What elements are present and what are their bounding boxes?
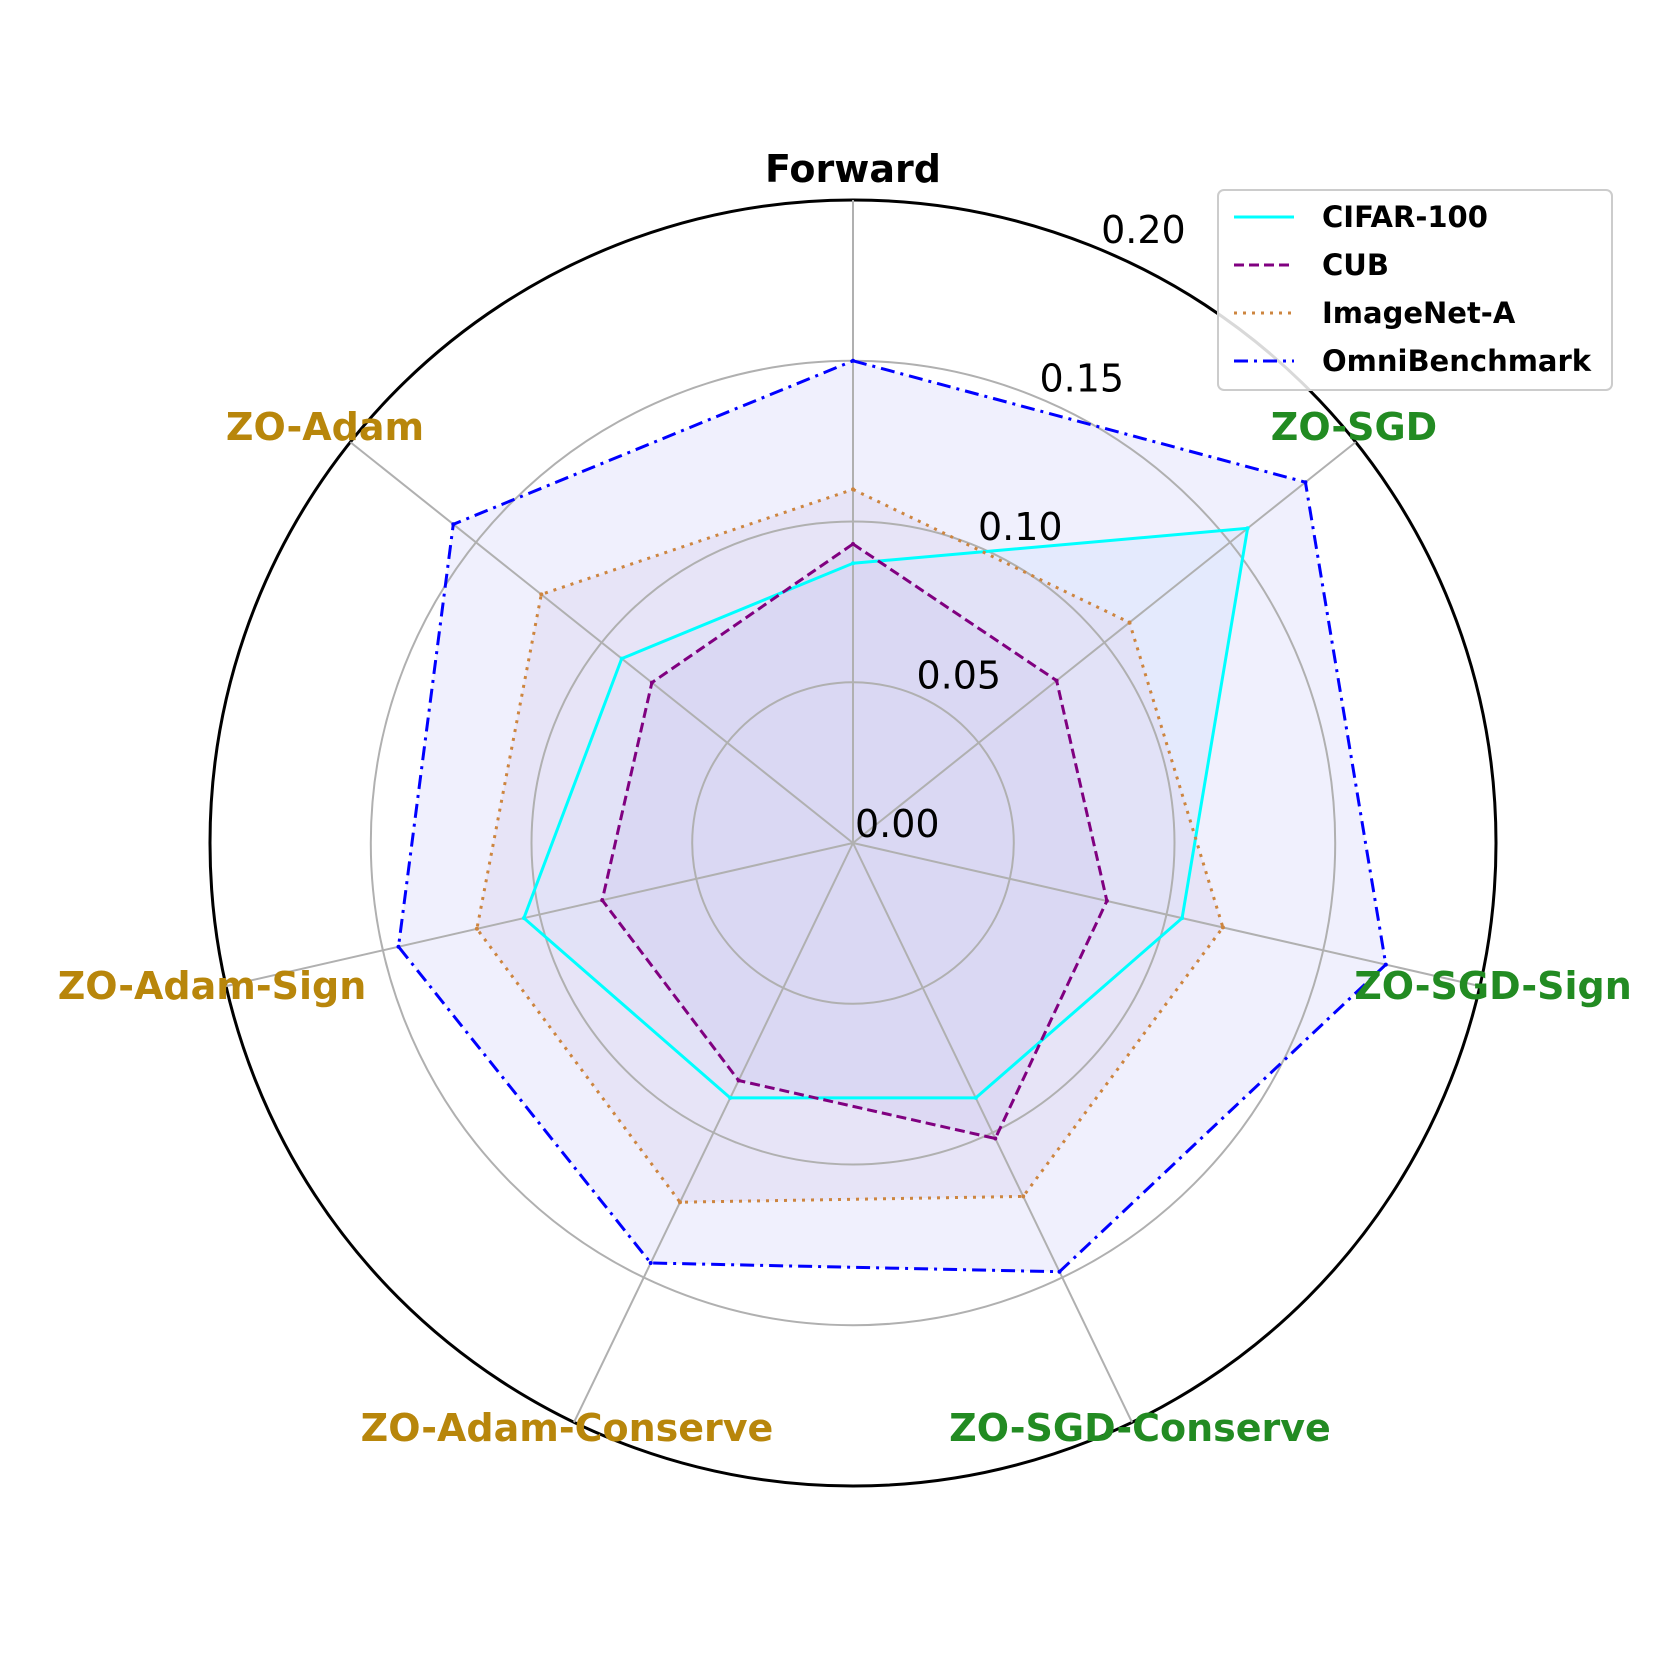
series-1-point-1 bbox=[1054, 678, 1059, 683]
series-2-point-1 bbox=[1127, 620, 1132, 625]
spoke-4 bbox=[573, 842, 854, 1423]
series-0-point-1 bbox=[1245, 526, 1250, 531]
legend-label-1: CUB bbox=[1322, 248, 1389, 282]
rtick-label-0: 0.00 bbox=[855, 802, 940, 846]
series-0-point-5 bbox=[521, 916, 526, 921]
series-1-point-0 bbox=[851, 542, 855, 546]
spoke-6 bbox=[349, 441, 854, 844]
series-1-point-4 bbox=[736, 1078, 741, 1083]
axis-label-3: ZO-SGD-Conserve bbox=[949, 1406, 1331, 1450]
series-0-point-3 bbox=[973, 1095, 978, 1100]
axis-label-1: ZO-SGD bbox=[1271, 405, 1437, 449]
series-3-point-5 bbox=[396, 944, 401, 949]
series-lines bbox=[396, 358, 1388, 1274]
series-1-point-6 bbox=[649, 680, 654, 685]
series-2-point-5 bbox=[474, 926, 479, 931]
series-3-point-1 bbox=[1303, 480, 1308, 485]
series-3-point-3 bbox=[1057, 1269, 1062, 1274]
series-0-point-0 bbox=[851, 561, 855, 566]
series-3-point-0 bbox=[851, 358, 855, 363]
series-3-point-6 bbox=[451, 522, 456, 527]
series-fills bbox=[398, 360, 1386, 1272]
series-2-point-3 bbox=[1021, 1194, 1026, 1199]
rtick-label-3: 0.15 bbox=[1040, 357, 1125, 401]
series-line-2 bbox=[475, 487, 1225, 1204]
rtick-label-2: 0.10 bbox=[978, 505, 1063, 549]
axis-label-6: ZO-Adam bbox=[226, 405, 424, 449]
spoke-5 bbox=[225, 842, 854, 988]
spoke-1 bbox=[852, 441, 1357, 844]
series-2-point-6 bbox=[539, 592, 544, 597]
series-fill-3 bbox=[398, 360, 1386, 1272]
series-1-point-5 bbox=[600, 898, 605, 903]
axis-label-2: ZO-SGD-Sign bbox=[1354, 964, 1632, 1008]
legend: CIFAR-100 CUB ImageNet-A OmniBenchmark bbox=[1217, 189, 1613, 391]
series-2-point-2 bbox=[1220, 925, 1225, 930]
series-1-point-3 bbox=[993, 1136, 998, 1141]
series-3-point-4 bbox=[648, 1261, 653, 1265]
legend-label-3: OmniBenchmark bbox=[1322, 344, 1592, 378]
spoke-3 bbox=[852, 842, 1133, 1423]
axis-labels: Forward ZO-SGD ZO-SGD-Sign ZO-SGD-Conserve Z… bbox=[58, 147, 1632, 1450]
radial-tick-labels: 0.00 0.05 0.10 0.15 0.20 bbox=[855, 208, 1186, 846]
series-3-point-2 bbox=[1383, 962, 1388, 967]
axis-label-5: ZO-Adam-Sign bbox=[58, 964, 367, 1008]
series-0-point-6 bbox=[619, 656, 624, 661]
axis-label-4: ZO-Adam-Conserve bbox=[361, 1406, 774, 1450]
spoke-2 bbox=[852, 842, 1481, 988]
legend-box bbox=[1217, 189, 1613, 391]
series-1-point-2 bbox=[1104, 898, 1109, 903]
rtick-label-1: 0.05 bbox=[917, 654, 1002, 698]
rtick-label-4: 0.20 bbox=[1101, 208, 1186, 252]
series-2-point-0 bbox=[851, 487, 855, 492]
series-0-point-4 bbox=[728, 1095, 733, 1100]
legend-label-2: ImageNet-A bbox=[1322, 296, 1516, 330]
legend-label-0: CIFAR-100 bbox=[1322, 200, 1488, 234]
series-2-point-4 bbox=[678, 1200, 682, 1205]
series-line-3 bbox=[396, 359, 1388, 1274]
series-line-0 bbox=[522, 526, 1250, 1100]
axis-label-0: Forward bbox=[765, 147, 941, 191]
series-0-point-2 bbox=[1180, 916, 1185, 921]
